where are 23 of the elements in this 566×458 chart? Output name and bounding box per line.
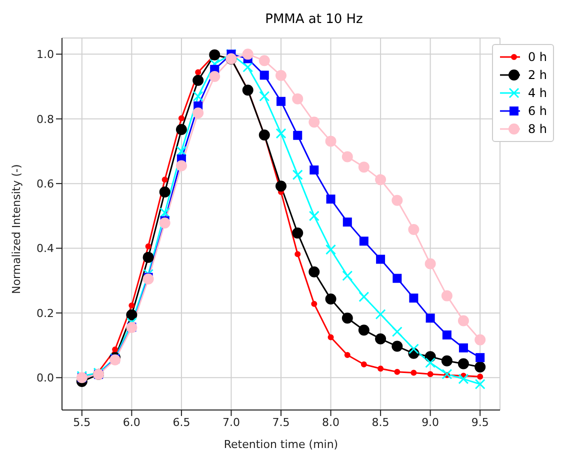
y-tick-label: 0.4 xyxy=(36,242,54,256)
y-axis-title: Normalized Intensity (-) xyxy=(10,164,23,294)
legend-label: 0 h xyxy=(528,50,547,64)
x-tick-label: 7.5 xyxy=(272,416,290,429)
y-tick-label: 0.6 xyxy=(36,177,54,190)
chart-title: PMMA at 10 Hz xyxy=(264,12,364,27)
legend-label: 2 h xyxy=(528,68,547,82)
legend-label: 6 h xyxy=(528,104,547,118)
x-tick-label: 9.0 xyxy=(422,416,440,429)
x-tick-label: 6.0 xyxy=(122,416,140,429)
legend-label: 8 h xyxy=(528,122,547,136)
x-tick-label: 8.0 xyxy=(322,416,340,429)
x-axis-title: Retention time (min) xyxy=(224,438,338,451)
y-tick-label: 0.0 xyxy=(36,372,54,385)
y-tick-label: 1.0 xyxy=(36,48,54,62)
legend-label: 4 h xyxy=(528,86,547,100)
x-tick-label: 6.5 xyxy=(172,416,190,429)
y-tick-label: 0.8 xyxy=(36,112,54,126)
x-tick-label: 8.5 xyxy=(372,416,390,429)
x-tick-label: 9.5 xyxy=(471,416,489,429)
y-tick-label: 0.2 xyxy=(36,306,54,320)
x-tick-label: 5.5 xyxy=(73,416,91,429)
x-tick-label: 7.0 xyxy=(222,416,240,429)
